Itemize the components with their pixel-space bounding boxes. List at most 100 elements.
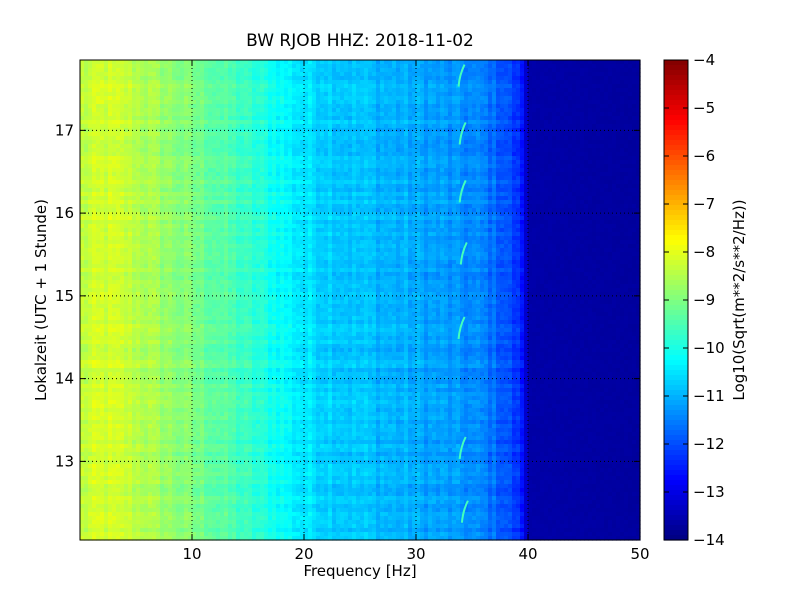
heatmap-cell: [320, 148, 325, 153]
heatmap-cell: [336, 112, 341, 117]
heatmap-cell: [444, 76, 449, 81]
heatmap-cell: [316, 136, 321, 141]
heatmap-cell: [316, 116, 321, 121]
heatmap-cell: [452, 152, 457, 157]
heatmap-cell: [300, 172, 305, 177]
heatmap-cell: [556, 140, 561, 145]
heatmap-cell: [468, 196, 473, 201]
heatmap-cell: [636, 80, 641, 85]
heatmap-cell: [636, 108, 641, 113]
heatmap-cell: [232, 124, 237, 129]
heatmap-cell: [192, 164, 197, 169]
heatmap-cell: [448, 192, 453, 197]
heatmap-cell: [532, 140, 537, 145]
heatmap-cell: [248, 92, 253, 97]
heatmap-cell: [356, 132, 361, 137]
heatmap-cell: [80, 188, 85, 193]
heatmap-cell: [352, 160, 357, 165]
heatmap-cell: [132, 76, 137, 81]
heatmap-cell: [600, 68, 605, 73]
heatmap-cell: [352, 184, 357, 189]
heatmap-cell: [568, 132, 573, 137]
heatmap-cell: [480, 128, 485, 133]
heatmap-cell: [404, 68, 409, 73]
heatmap-cell: [244, 136, 249, 141]
heatmap-cell: [120, 64, 125, 69]
heatmap-cell: [476, 124, 481, 129]
heatmap-cell: [552, 132, 557, 137]
heatmap-cell: [108, 100, 113, 105]
heatmap-cell: [384, 132, 389, 137]
heatmap-cell: [340, 192, 345, 197]
heatmap-cell: [552, 80, 557, 85]
heatmap-cell: [580, 172, 585, 177]
heatmap-cell: [388, 184, 393, 189]
heatmap-cell: [452, 104, 457, 109]
heatmap-cell: [536, 196, 541, 201]
heatmap-cell: [92, 188, 97, 193]
heatmap-cell: [320, 60, 325, 65]
heatmap-cell: [552, 100, 557, 105]
heatmap-cell: [116, 108, 121, 113]
heatmap-cell: [128, 72, 133, 77]
heatmap-cell: [432, 88, 437, 93]
heatmap-cell: [316, 76, 321, 81]
heatmap-cell: [168, 88, 173, 93]
heatmap-cell: [544, 68, 549, 73]
heatmap-cell: [204, 180, 209, 185]
heatmap-cell: [180, 132, 185, 137]
heatmap-cell: [152, 76, 157, 81]
heatmap-cell: [192, 120, 197, 125]
heatmap-cell: [620, 96, 625, 101]
heatmap-cell: [504, 100, 509, 105]
heatmap-cell: [232, 96, 237, 101]
heatmap-cell: [428, 68, 433, 73]
heatmap-cell: [360, 76, 365, 81]
heatmap-cell: [180, 124, 185, 129]
heatmap-cell: [340, 156, 345, 161]
heatmap-cell: [276, 160, 281, 165]
heatmap-cell: [144, 64, 149, 69]
heatmap-cell: [196, 72, 201, 77]
heatmap-cell: [588, 184, 593, 189]
heatmap-cell: [80, 132, 85, 137]
heatmap-cell: [600, 176, 605, 181]
heatmap-cell: [84, 128, 89, 133]
heatmap-cell: [308, 156, 313, 161]
heatmap-cell: [180, 116, 185, 121]
heatmap-cell: [388, 60, 393, 65]
heatmap-cell: [248, 196, 253, 201]
heatmap-cell: [440, 100, 445, 105]
heatmap-cell: [256, 168, 261, 173]
heatmap-cell: [492, 156, 497, 161]
heatmap-cell: [104, 92, 109, 97]
heatmap-cell: [564, 164, 569, 169]
heatmap-cell: [588, 136, 593, 141]
heatmap-cell: [104, 112, 109, 117]
heatmap-cell: [620, 80, 625, 85]
heatmap-cell: [556, 124, 561, 129]
heatmap-cell: [548, 84, 553, 89]
heatmap-cell: [264, 172, 269, 177]
heatmap-cell: [480, 148, 485, 153]
heatmap-cell: [188, 112, 193, 117]
heatmap-cell: [488, 68, 493, 73]
heatmap-cell: [448, 76, 453, 81]
heatmap-cell: [484, 160, 489, 165]
heatmap-cell: [120, 128, 125, 133]
heatmap-cell: [104, 140, 109, 145]
heatmap-cell: [308, 84, 313, 89]
heatmap-cell: [608, 132, 613, 137]
heatmap-cell: [624, 124, 629, 129]
heatmap-cell: [248, 76, 253, 81]
heatmap-cell: [396, 112, 401, 117]
heatmap-cell: [328, 64, 333, 69]
heatmap-cell: [584, 132, 589, 137]
heatmap-cell: [268, 68, 273, 73]
heatmap-cell: [128, 124, 133, 129]
heatmap-cell: [624, 176, 629, 181]
heatmap-cell: [516, 160, 521, 165]
heatmap-cell: [152, 100, 157, 105]
heatmap-cell: [244, 160, 249, 165]
heatmap-cell: [484, 152, 489, 157]
